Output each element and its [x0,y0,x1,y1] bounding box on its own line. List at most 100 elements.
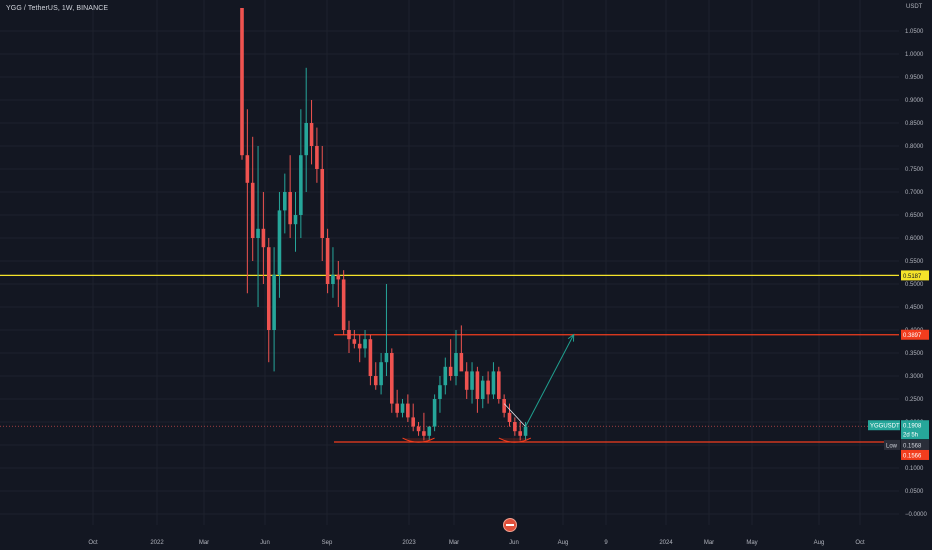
currency-unit: USDT [906,4,923,10]
candle-body [352,339,357,344]
candle-body [357,343,362,349]
candle-body [309,123,314,146]
price-label-red-bg [901,329,929,340]
candle-body [438,385,442,399]
candle-body [240,8,244,156]
candle-body [245,155,250,183]
candle-body [373,376,378,386]
x-tick-label: 9 [604,540,608,546]
candle-body [464,371,469,390]
y-tick-label: 0.6000 [905,236,924,242]
trend-line [503,403,526,427]
x-tick-label: Jun [509,540,519,546]
last-price-label-bg [901,420,929,431]
x-tick-label: Mar [199,540,209,546]
candle-body [411,417,415,427]
y-tick-label: 0.0500 [905,489,924,495]
candle-body [427,426,432,436]
candle-body [288,192,292,225]
last-price-label: 0.1908 [903,424,922,430]
candle-body [272,274,276,330]
candle-body [315,146,319,169]
candle-body [395,403,399,413]
candle-body [416,426,421,432]
candle-body [368,339,373,376]
candle-body [518,431,522,436]
candle-body [454,353,458,376]
low-tag-label-bg [884,439,900,450]
y-tick-label: 0.4500 [905,305,924,311]
y-tick-label: 0.2500 [905,397,924,403]
candle-body [261,228,266,248]
y-tick-label: 0.9500 [905,75,924,81]
low-price-label: 0.1568 [903,443,922,449]
candle-body [347,330,351,340]
y-tick-label: 0.6500 [905,213,924,219]
y-tick-label: 0.3500 [905,351,924,357]
countdown-label-bg [901,429,929,440]
countdown-label: 2d 5h [903,433,918,439]
candle-body [502,399,506,413]
y-tick-label: 1.0500 [905,29,924,35]
y-tick-label: 0.7000 [905,190,924,196]
price-label-yellow-bg [901,270,929,281]
support-price-label-bg [901,449,929,460]
candle-body [283,192,287,211]
candle-body [432,399,437,427]
candle-body [400,403,405,413]
x-tick-label: Mar [449,540,459,546]
candle-body [293,215,298,225]
candle-body [491,371,496,395]
candle-body [459,353,464,372]
candle-body [277,210,282,275]
target-arrow-head [567,333,575,342]
chart-title: YGG / TetherUS, 1W, BINANCE [6,5,109,12]
x-tick-label: Aug [558,540,569,546]
cup-pattern-1 [498,437,532,443]
candle-body [480,380,485,399]
candle-body [256,228,260,238]
x-tick-label: Mar [704,540,714,546]
y-tick-label: 0.3000 [905,374,924,380]
candle-body [475,371,480,399]
candle-body [320,169,325,238]
y-tick-label: 0.5000 [905,282,924,288]
support-price-label: 0.1566 [903,453,922,459]
candle-body [336,274,341,280]
symbol-label-bg [868,420,900,431]
y-tick-label: 0.5500 [905,259,924,265]
x-tick-label: 2023 [402,540,416,546]
candle-body [497,371,501,399]
candle-body [486,380,490,395]
candle-body [331,274,335,284]
low-tag-label: Low [886,443,898,449]
y-tick-label: 0.8500 [905,121,924,127]
candle-body [448,366,453,376]
candle-body [341,279,346,330]
price-label-red: 0.3897 [903,333,922,339]
y-tick-label: 1.0000 [905,52,924,58]
low-price-label-bg [901,439,929,450]
y-tick-label: 0.8000 [905,144,924,150]
flag-icon[interactable] [503,518,517,532]
x-tick-label: Jun [260,540,270,546]
candle-body [470,371,474,390]
x-tick-label: Oct [88,540,98,546]
candle-body [443,366,448,386]
candle-body [363,339,367,349]
y-tick-label: −0.0000 [905,512,928,518]
cup-pattern-0 [402,437,435,443]
candle-body [422,431,426,436]
x-tick-label: Oct [855,540,865,546]
candle-body [523,426,528,436]
x-tick-label: 2022 [150,540,164,546]
candle-body [325,238,330,284]
candle-body [390,353,394,404]
symbol-label: YGGUSDT [870,424,900,430]
x-tick-label: Sep [322,540,333,546]
candle-body [384,353,389,363]
candle-body [379,362,383,386]
x-tick-label: May [746,540,757,546]
y-tick-label: 0.7500 [905,167,924,173]
